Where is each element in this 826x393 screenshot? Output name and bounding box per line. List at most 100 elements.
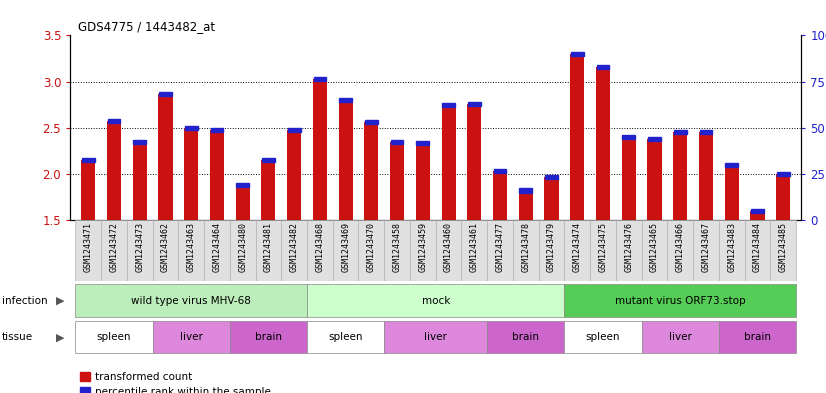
Text: GSM1243479: GSM1243479 — [547, 222, 556, 272]
Bar — [184, 128, 198, 220]
Text: brain: brain — [255, 332, 282, 342]
Bar — [724, 165, 738, 220]
Bar — [622, 137, 636, 220]
Bar — [642, 220, 667, 281]
Bar — [75, 285, 307, 317]
Text: GSM1243461: GSM1243461 — [470, 222, 479, 272]
Bar — [133, 141, 147, 220]
Bar — [210, 130, 224, 220]
Bar — [648, 139, 662, 220]
Bar — [159, 92, 172, 95]
Text: tissue: tissue — [2, 332, 33, 342]
Bar — [436, 220, 462, 281]
Bar — [282, 220, 307, 281]
Bar — [564, 285, 796, 317]
Bar — [235, 185, 249, 220]
Text: GSM1243481: GSM1243481 — [263, 222, 273, 272]
Text: GSM1243477: GSM1243477 — [496, 222, 505, 272]
Bar — [159, 94, 173, 220]
Text: GSM1243471: GSM1243471 — [83, 222, 93, 272]
Bar — [544, 177, 558, 220]
Bar — [771, 220, 796, 281]
Bar — [545, 174, 558, 179]
Bar — [127, 220, 153, 281]
Text: GSM1243470: GSM1243470 — [367, 222, 376, 272]
Bar — [410, 220, 436, 281]
Bar — [153, 220, 178, 281]
Text: GSM1243472: GSM1243472 — [110, 222, 118, 272]
Bar — [287, 128, 301, 132]
Bar — [674, 130, 686, 134]
Bar — [693, 220, 719, 281]
Bar — [230, 321, 307, 353]
Bar — [494, 169, 506, 173]
Bar — [513, 220, 539, 281]
Bar — [75, 321, 153, 353]
Text: mock: mock — [421, 296, 450, 306]
Bar — [365, 120, 377, 124]
Text: GSM1243466: GSM1243466 — [676, 222, 685, 272]
Bar — [462, 220, 487, 281]
Bar — [596, 67, 610, 220]
Bar — [307, 321, 384, 353]
Bar — [153, 321, 230, 353]
Bar — [204, 220, 230, 281]
Text: liver: liver — [669, 332, 691, 342]
Text: GSM1243474: GSM1243474 — [572, 222, 582, 272]
Text: GSM1243483: GSM1243483 — [727, 222, 736, 272]
Text: liver: liver — [180, 332, 202, 342]
Bar — [82, 158, 95, 162]
Bar — [699, 132, 713, 220]
Text: GSM1243484: GSM1243484 — [753, 222, 762, 272]
Text: mutant virus ORF73.stop: mutant virus ORF73.stop — [615, 296, 746, 306]
Bar — [391, 140, 403, 143]
Bar — [339, 100, 353, 220]
Bar — [667, 220, 693, 281]
Text: GSM1243475: GSM1243475 — [599, 222, 608, 272]
Bar — [623, 135, 635, 139]
Bar — [564, 220, 590, 281]
Text: liver: liver — [425, 332, 447, 342]
Text: ▶: ▶ — [56, 296, 64, 306]
Bar — [642, 321, 719, 353]
Bar — [287, 130, 301, 220]
Text: GDS4775 / 1443482_at: GDS4775 / 1443482_at — [78, 20, 216, 33]
Bar — [262, 158, 275, 162]
Bar — [230, 220, 255, 281]
Bar — [384, 321, 487, 353]
Bar — [107, 119, 121, 123]
Text: infection: infection — [2, 296, 47, 306]
Bar — [570, 54, 584, 220]
Bar — [776, 174, 790, 220]
Text: GSM1243485: GSM1243485 — [779, 222, 788, 272]
Bar — [596, 65, 610, 69]
Bar — [101, 220, 127, 281]
Text: GSM1243462: GSM1243462 — [161, 222, 170, 272]
Bar — [307, 220, 333, 281]
Bar — [493, 171, 507, 220]
Bar — [81, 160, 95, 220]
Text: GSM1243458: GSM1243458 — [392, 222, 401, 272]
Bar — [571, 52, 584, 56]
Bar — [314, 77, 326, 81]
Bar — [358, 220, 384, 281]
Bar — [333, 220, 358, 281]
Bar — [719, 220, 744, 281]
Bar — [442, 103, 455, 107]
Bar — [520, 189, 532, 193]
Text: spleen: spleen — [97, 332, 131, 342]
Bar — [415, 143, 430, 220]
Bar — [648, 137, 661, 141]
Bar — [178, 220, 204, 281]
Bar — [384, 220, 410, 281]
Text: GSM1243465: GSM1243465 — [650, 222, 659, 272]
Bar — [107, 121, 121, 220]
Bar — [719, 321, 796, 353]
Bar — [751, 209, 764, 213]
Text: GSM1243469: GSM1243469 — [341, 222, 350, 272]
Text: GSM1243463: GSM1243463 — [187, 222, 196, 272]
Bar — [616, 220, 642, 281]
Text: brain: brain — [512, 332, 539, 342]
Text: GSM1243460: GSM1243460 — [444, 222, 453, 272]
Bar — [75, 220, 101, 281]
